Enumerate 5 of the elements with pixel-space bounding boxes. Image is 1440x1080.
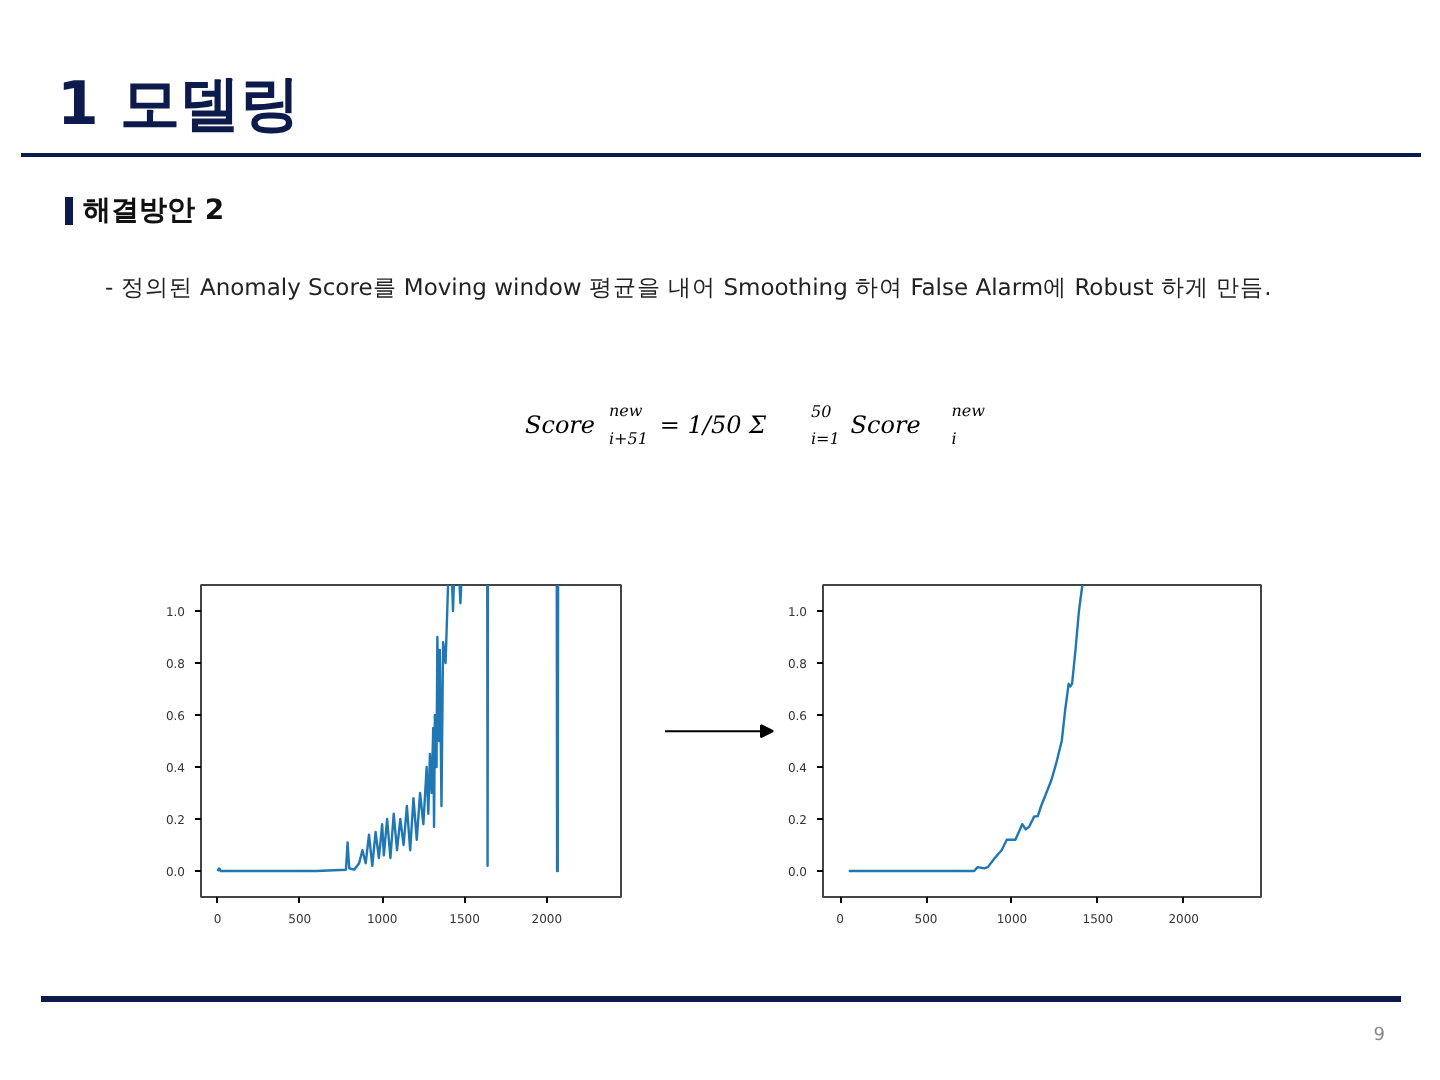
text: - 정의된 Anomaly Score를 Moving window 평균을 내어 Smoothing 하여 False Alarm에 Robust 하게 만듬. bbox=[105, 273, 1272, 301]
line-series bbox=[847, 585, 1084, 873]
text: 해결방안 2 bbox=[83, 195, 225, 227]
text: 1 모델링 bbox=[57, 70, 300, 140]
text: 9 bbox=[1373, 1026, 1386, 1046]
